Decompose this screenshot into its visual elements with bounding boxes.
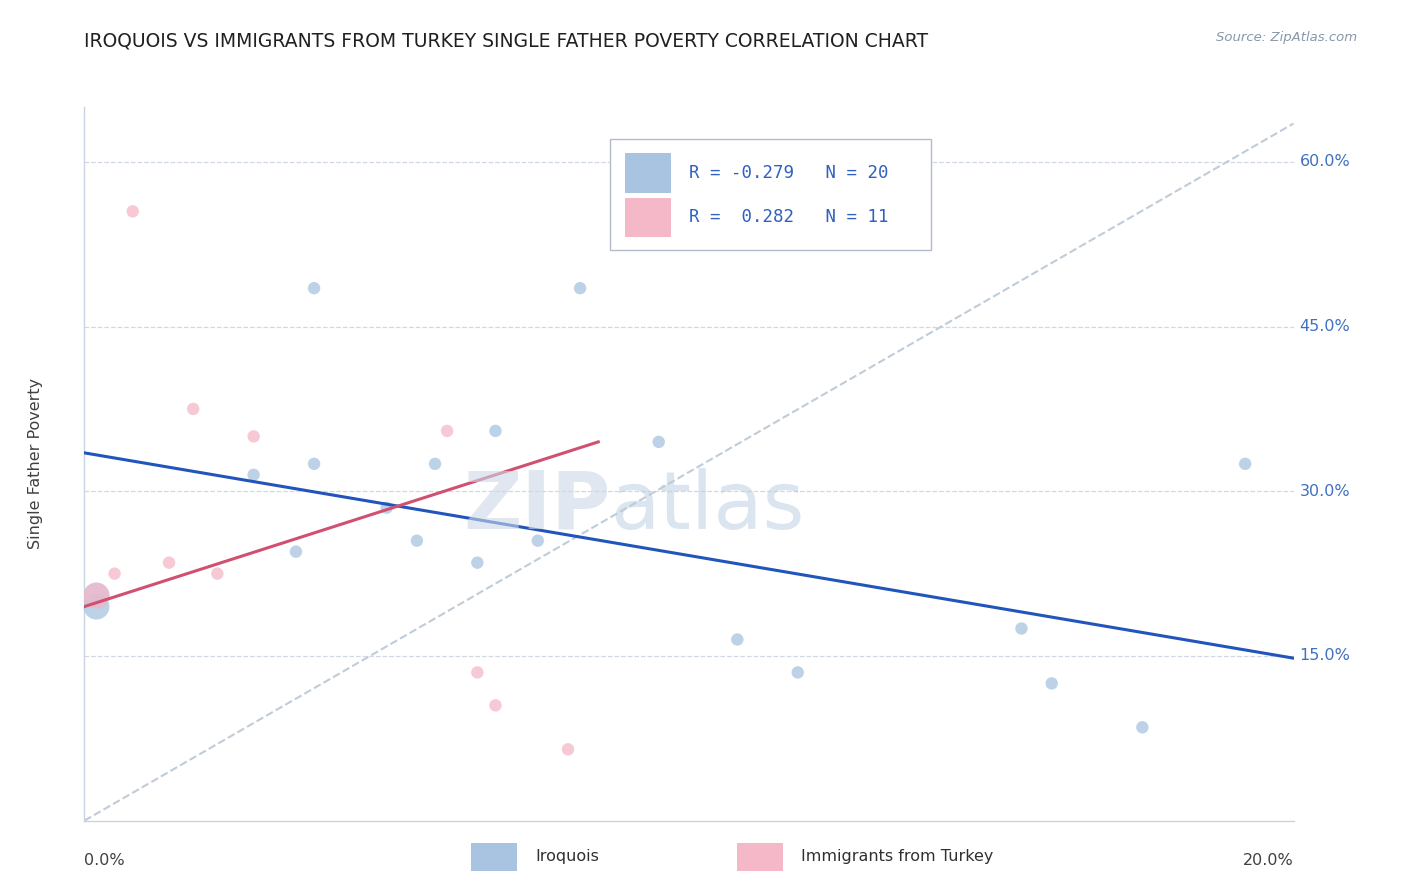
Point — [375, 500, 398, 515]
Text: R = -0.279   N = 20: R = -0.279 N = 20 — [689, 164, 889, 182]
Point — [242, 467, 264, 482]
Point — [484, 698, 506, 713]
FancyBboxPatch shape — [610, 139, 931, 250]
Point — [104, 566, 127, 581]
Text: Source: ZipAtlas.com: Source: ZipAtlas.com — [1216, 31, 1357, 45]
Point — [423, 457, 446, 471]
Text: 20.0%: 20.0% — [1243, 853, 1294, 868]
Point — [436, 424, 458, 438]
Point — [86, 599, 108, 614]
Point — [157, 556, 180, 570]
Point — [1234, 457, 1257, 471]
Point — [557, 742, 579, 756]
Point — [484, 424, 506, 438]
Text: R =  0.282   N = 11: R = 0.282 N = 11 — [689, 209, 889, 227]
Point — [86, 589, 108, 603]
Text: atlas: atlas — [610, 467, 804, 546]
Point — [302, 457, 325, 471]
Text: 60.0%: 60.0% — [1299, 154, 1350, 169]
Point — [284, 544, 308, 558]
Point — [725, 632, 748, 647]
Point — [647, 434, 671, 449]
Point — [181, 401, 204, 416]
Text: 45.0%: 45.0% — [1299, 319, 1350, 334]
Point — [467, 556, 489, 570]
Point — [526, 533, 548, 548]
Text: 15.0%: 15.0% — [1299, 648, 1350, 664]
Text: IROQUOIS VS IMMIGRANTS FROM TURKEY SINGLE FATHER POVERTY CORRELATION CHART: IROQUOIS VS IMMIGRANTS FROM TURKEY SINGL… — [84, 31, 928, 50]
Point — [786, 665, 808, 680]
Point — [406, 533, 429, 548]
Point — [121, 204, 143, 219]
FancyBboxPatch shape — [737, 843, 783, 871]
Text: 0.0%: 0.0% — [84, 853, 125, 868]
Point — [86, 589, 108, 603]
Point — [1040, 676, 1063, 690]
Text: 30.0%: 30.0% — [1299, 483, 1350, 499]
FancyBboxPatch shape — [471, 843, 517, 871]
Point — [569, 281, 592, 295]
Point — [467, 665, 489, 680]
Point — [1010, 622, 1032, 636]
FancyBboxPatch shape — [624, 153, 671, 193]
Point — [302, 281, 325, 295]
Text: Immigrants from Turkey: Immigrants from Turkey — [801, 849, 994, 864]
Point — [242, 429, 264, 443]
Text: ZIP: ZIP — [463, 467, 610, 546]
Text: Iroquois: Iroquois — [536, 849, 599, 864]
Text: Single Father Poverty: Single Father Poverty — [28, 378, 44, 549]
Point — [1130, 720, 1153, 734]
FancyBboxPatch shape — [624, 198, 671, 237]
Point — [207, 566, 229, 581]
